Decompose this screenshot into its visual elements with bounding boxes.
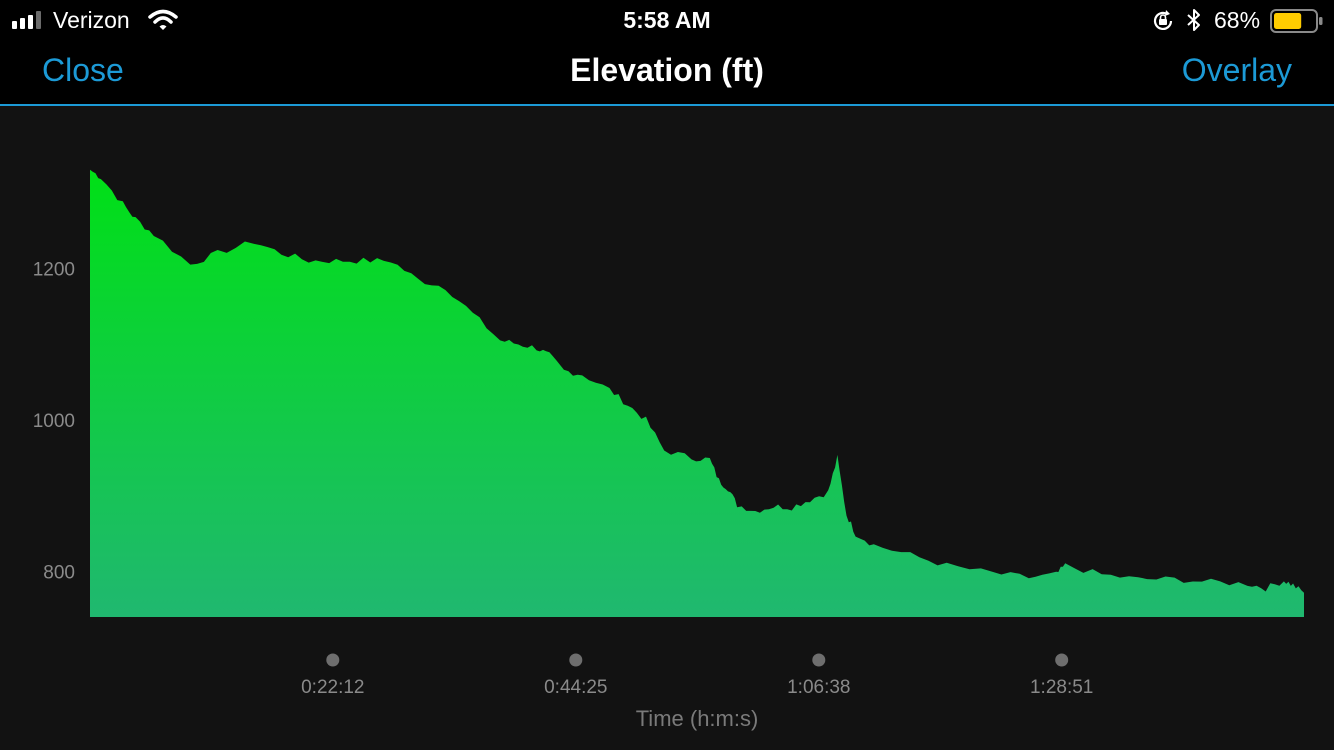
x-tick-label: 0:44:25 <box>544 677 607 698</box>
x-tick-marker[interactable] <box>1055 653 1069 667</box>
x-axis-label: Time (h:m:s) <box>636 706 759 731</box>
elevation-chart[interactable]: 1200 1000 800 0:22:12 0:44:25 1:06:38 1:28:51… <box>0 106 1334 750</box>
carrier-name: Verizon <box>53 7 130 33</box>
x-tick-label: 1:06:38 <box>787 677 850 698</box>
cellular-signal-icon <box>12 11 41 29</box>
status-time: 5:58 AM <box>623 7 711 33</box>
bluetooth-icon <box>1187 9 1200 31</box>
elevation-area <box>90 169 1304 618</box>
status-bar: Verizon 5:58 AM 68% <box>0 0 1334 40</box>
battery-icon <box>1270 9 1323 33</box>
x-tick-marker[interactable] <box>569 653 583 667</box>
x-tick-marker[interactable] <box>326 653 340 667</box>
x-axis[interactable]: 0:22:12 0:44:25 1:06:38 1:28:51 <box>301 653 1093 699</box>
navigation-bar: Close Elevation (ft) Overlay <box>0 40 1334 106</box>
x-tick-marker[interactable] <box>812 653 826 667</box>
overlay-button[interactable]: Overlay <box>1181 52 1292 88</box>
elevation-chart-svg: 1200 1000 800 0:22:12 0:44:25 1:06:38 1:28:51… <box>33 169 1304 731</box>
close-button[interactable]: Close <box>42 52 124 88</box>
page-title: Elevation (ft) <box>570 52 764 88</box>
y-tick-label: 800 <box>43 563 75 584</box>
wifi-icon <box>148 9 178 30</box>
x-tick-label: 0:22:12 <box>301 677 364 698</box>
y-tick-label: 1000 <box>33 411 75 432</box>
rotation-lock-icon <box>1153 10 1173 30</box>
y-axis: 1200 1000 800 <box>33 259 75 583</box>
y-tick-label: 1200 <box>33 259 75 280</box>
x-tick-label: 1:28:51 <box>1030 677 1093 698</box>
battery-percentage: 68% <box>1214 7 1261 33</box>
